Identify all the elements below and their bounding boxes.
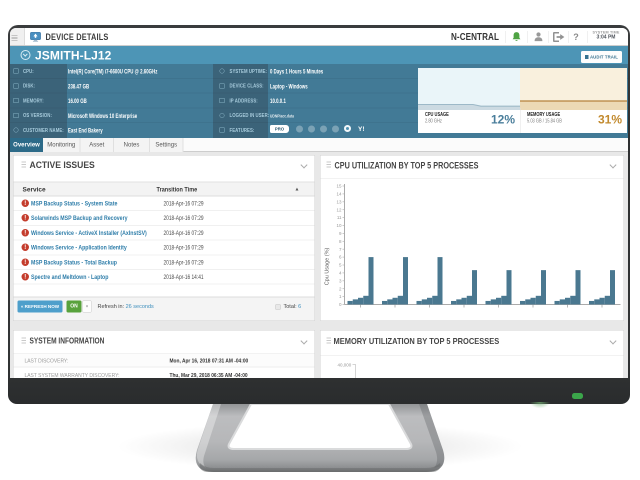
svg-text:10: 10: [336, 223, 342, 228]
svg-text:8: 8: [339, 239, 342, 244]
svg-text:14: 14: [336, 192, 342, 197]
svg-text:2: 2: [339, 286, 342, 291]
svg-text:15: 15: [336, 184, 342, 189]
svg-text:12: 12: [336, 207, 342, 212]
svg-text:6: 6: [339, 255, 342, 260]
svg-text:0: 0: [339, 302, 342, 307]
svg-text:5: 5: [339, 263, 342, 268]
svg-text:13: 13: [336, 199, 342, 204]
svg-text:9: 9: [339, 231, 342, 236]
svg-text:7: 7: [339, 247, 342, 252]
svg-text:4: 4: [339, 271, 342, 276]
svg-text:Cpu Usage (%): Cpu Usage (%): [325, 248, 331, 286]
svg-text:1: 1: [339, 294, 342, 299]
svg-text:11: 11: [337, 215, 342, 220]
svg-text:3: 3: [339, 278, 342, 283]
